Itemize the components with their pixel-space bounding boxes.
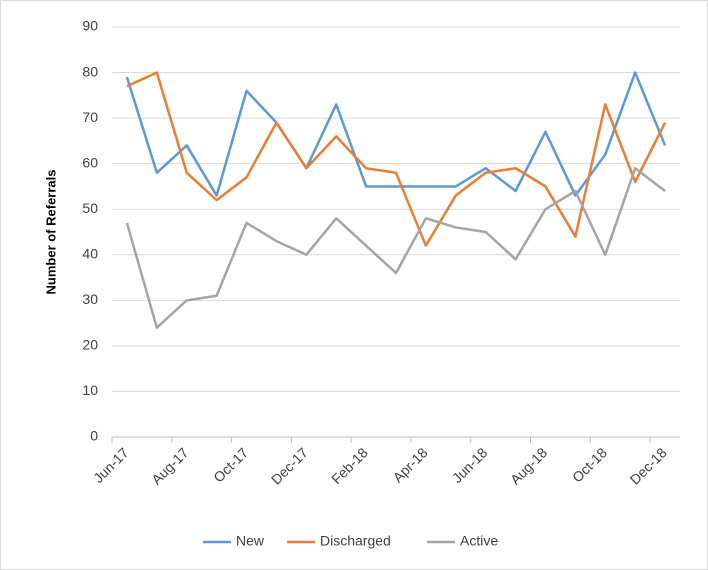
series-line [125,166,666,329]
y-tick-label: 40 [82,245,98,261]
y-tick-label: 50 [82,200,98,216]
y-tick-label: 10 [82,382,98,398]
legend-label: Discharged [320,533,391,549]
y-tick-label: 20 [82,337,98,353]
y-tick-label: 30 [82,291,98,307]
series-line [125,71,667,197]
legend-label: Active [460,533,498,549]
series-line [126,71,667,247]
y-tick-label: 70 [82,109,98,125]
legend-label: New [236,533,265,549]
y-tick-label: 60 [82,154,98,170]
y-tick-label: 80 [82,63,98,79]
y-tick-label: 0 [90,428,98,444]
y-tick-label: 90 [82,18,98,34]
y-axis-label: Number of Referrals [43,170,58,295]
